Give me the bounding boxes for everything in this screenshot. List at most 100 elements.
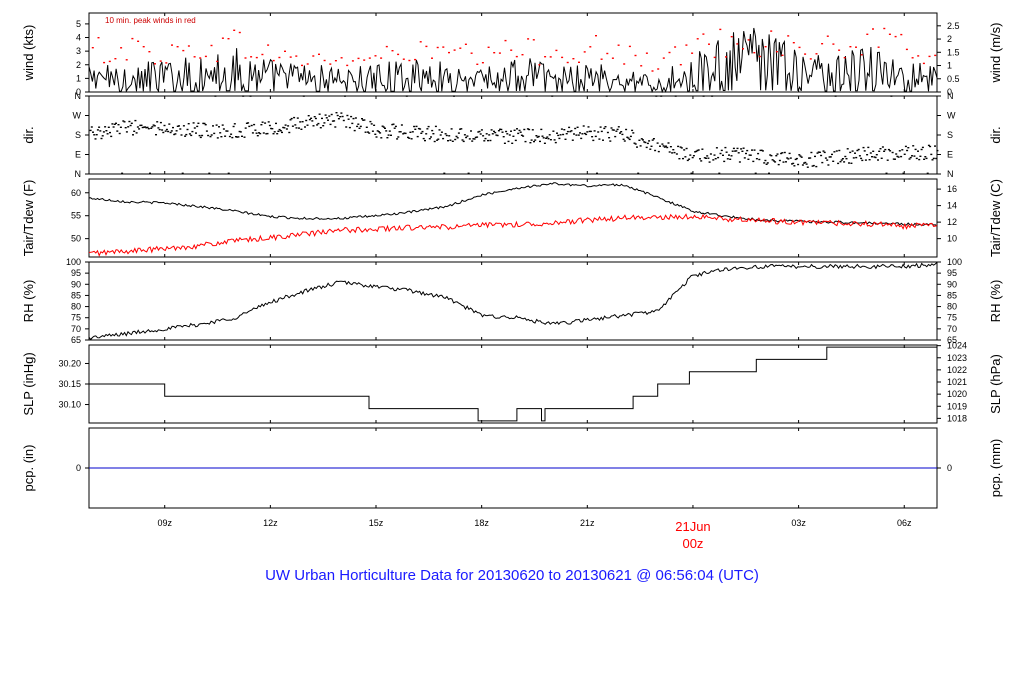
y-tick-label-right: 1 [947, 61, 952, 71]
y-tick-label-right: 65 [947, 335, 957, 345]
data-point [866, 154, 869, 156]
data-point [724, 146, 727, 149]
data-point [313, 116, 316, 118]
data-point [457, 132, 460, 134]
data-point [602, 139, 604, 141]
data-point [459, 47, 462, 49]
data-point [374, 55, 377, 57]
data-point [555, 49, 558, 52]
data-point [368, 132, 371, 134]
data-point [442, 46, 445, 48]
data-point [563, 129, 566, 131]
data-point [902, 172, 905, 174]
data-point [456, 137, 459, 139]
data-point [385, 45, 388, 48]
data-point [430, 136, 432, 138]
data-point [120, 47, 123, 49]
data-point [416, 135, 419, 138]
panel-frame [88, 95, 938, 175]
data-point [135, 132, 138, 134]
data-point [337, 118, 340, 120]
data-point [589, 46, 592, 48]
data-point [878, 150, 881, 152]
data-point [576, 126, 579, 128]
data-point [282, 126, 285, 129]
data-point [476, 136, 479, 138]
data-point [146, 126, 149, 129]
data-point [725, 56, 727, 58]
panel-frame [88, 178, 938, 258]
data-point [769, 154, 772, 156]
data-point [686, 159, 689, 162]
data-point [603, 127, 606, 130]
data-point [396, 138, 399, 140]
data-point [896, 155, 899, 158]
data-point [611, 129, 614, 131]
data-point [329, 63, 332, 65]
data-point [231, 136, 234, 139]
data-point [187, 123, 190, 125]
data-point [879, 148, 882, 150]
data-point [909, 156, 912, 159]
data-point [888, 33, 891, 35]
data-point [104, 126, 107, 128]
data-point [147, 128, 150, 130]
data-point [359, 125, 362, 128]
data-point [105, 130, 108, 132]
data-point [373, 124, 376, 126]
data-point [809, 58, 812, 60]
data-point [863, 150, 866, 152]
data-point [471, 140, 474, 142]
data-point [477, 131, 480, 133]
data-point [787, 35, 790, 37]
data-point [634, 143, 637, 145]
data-point [499, 128, 502, 130]
y-axis-label-left: SLP (inHg) [21, 352, 36, 415]
data-point [186, 128, 189, 131]
data-point [772, 160, 775, 162]
data-point [354, 117, 357, 119]
y-tick-label-left: 75 [71, 313, 81, 323]
data-point [512, 135, 515, 137]
data-point [623, 63, 626, 65]
data-point [414, 58, 417, 61]
data-point [345, 126, 348, 128]
data-point [600, 130, 603, 133]
data-point [643, 141, 646, 143]
data-point [176, 46, 179, 48]
data-point [299, 121, 302, 123]
data-point [121, 172, 124, 174]
data-point [518, 129, 521, 132]
data-point [335, 112, 338, 114]
x-tick-label: 09z [157, 518, 172, 528]
data-point [321, 117, 323, 120]
data-point [524, 140, 527, 143]
data-point [307, 115, 310, 117]
data-point [397, 136, 400, 138]
data-point [832, 43, 835, 45]
y-tick-label-right: 0 [947, 463, 952, 473]
data-point [907, 147, 910, 149]
data-point [450, 128, 453, 130]
data-point [500, 128, 503, 131]
y-tick-label-left: 55 [71, 211, 81, 221]
data-point [560, 128, 563, 130]
data-point [391, 50, 394, 52]
data-point [157, 127, 160, 129]
data-point [918, 158, 921, 161]
data-point [133, 130, 136, 132]
data-point [491, 133, 494, 135]
data-point [936, 149, 939, 152]
y-tick-label-left: 0 [76, 463, 81, 473]
data-point [106, 133, 109, 135]
data-point [737, 152, 740, 154]
data-point [506, 133, 509, 135]
data-point [436, 139, 439, 141]
data-point [377, 131, 380, 133]
data-point [849, 151, 852, 154]
data-point [905, 48, 908, 51]
data-point [516, 128, 518, 130]
data-point [547, 138, 550, 140]
series-direction [89, 95, 939, 174]
data-point [265, 133, 268, 135]
